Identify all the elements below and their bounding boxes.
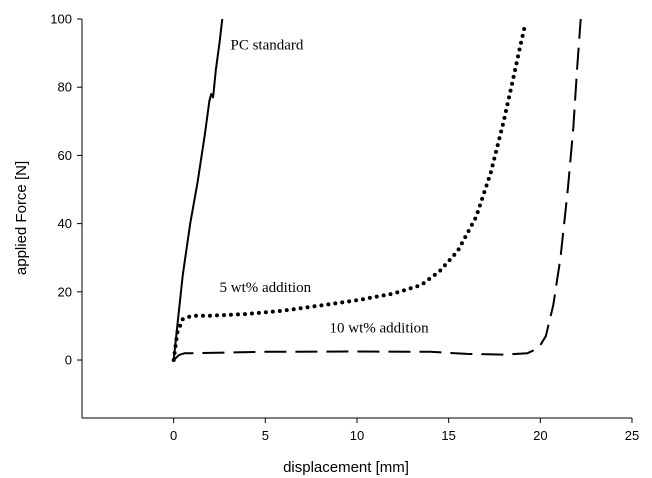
annotation-label: 5 wt% addition xyxy=(220,280,312,296)
y-tick-label: 20 xyxy=(58,284,72,299)
y-tick-label: 80 xyxy=(58,80,72,95)
x-axis-title: displacement [mm] xyxy=(283,459,409,476)
y-axis-title: applied Force [N] xyxy=(13,161,30,275)
x-tick-label: 5 xyxy=(262,428,269,443)
series-line-pc-standard xyxy=(172,18,224,361)
annotation-label: PC standard xyxy=(231,38,304,54)
series-line-10-wt-addition xyxy=(173,18,582,361)
x-tick-label: 20 xyxy=(533,428,547,443)
y-tick-label: 60 xyxy=(58,148,72,163)
x-tick-label: 0 xyxy=(170,428,177,443)
x-tick-label: 10 xyxy=(350,428,364,443)
axes: 0 20 40 60 80 100 0 5 10 15 20 25 xyxy=(50,12,639,444)
annotation-label: 10 wt% addition xyxy=(330,321,430,337)
annotation-layer: PC standard 5 wt% addition 10 wt% addition xyxy=(220,38,430,337)
y-tick-label: 0 xyxy=(65,353,72,368)
x-tick-label: 15 xyxy=(441,428,455,443)
series-line-5-wt-addition xyxy=(171,20,528,362)
y-tick-label: 100 xyxy=(50,12,72,27)
y-tick-label: 40 xyxy=(58,216,72,231)
series-layer xyxy=(171,18,582,362)
x-tick-label: 25 xyxy=(625,428,639,443)
